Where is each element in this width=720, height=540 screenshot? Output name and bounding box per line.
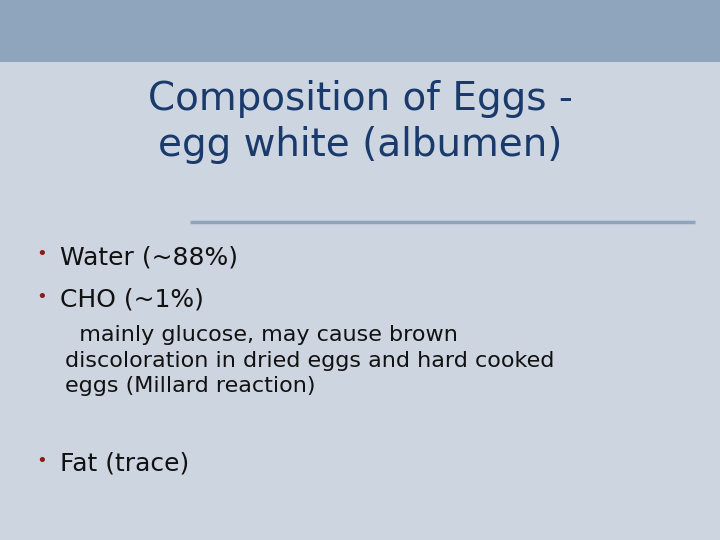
Text: •: •: [37, 452, 48, 470]
Bar: [0, 0, 720, 62]
Text: mainly glucose, may cause brown
discoloration in dried eggs and hard cooked
eggs: mainly glucose, may cause brown discolor…: [65, 325, 554, 396]
Text: CHO (~1%): CHO (~1%): [60, 288, 204, 312]
Text: Composition of Eggs -
egg white (albumen): Composition of Eggs - egg white (albumen…: [148, 80, 572, 164]
Text: •: •: [37, 245, 48, 263]
Text: Water (~88%): Water (~88%): [60, 245, 238, 269]
Text: Fat (trace): Fat (trace): [60, 452, 189, 476]
Text: •: •: [37, 288, 48, 306]
